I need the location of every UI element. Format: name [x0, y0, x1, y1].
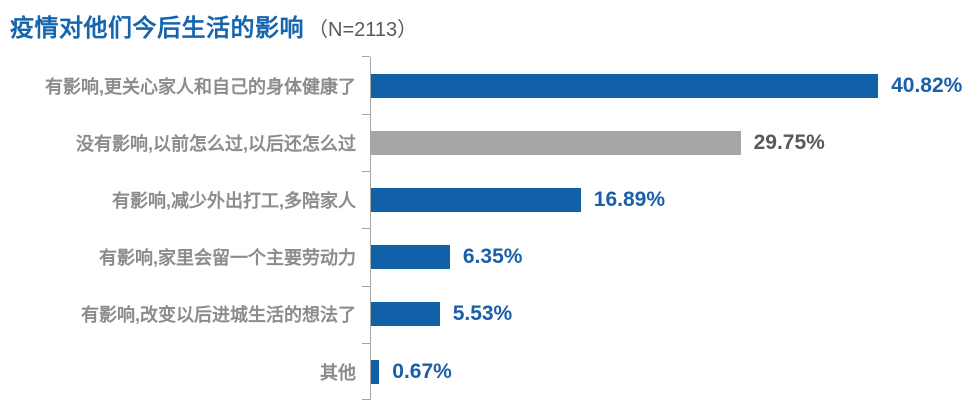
category-label: 没有影响,以前怎么过,以后还怎么过: [75, 133, 356, 154]
plot-area: 有影响,更关心家人和自己的身体健康了 40.82% 没有影响,以前怎么过,以后还…: [0, 56, 977, 401]
bar-value-label: 5.53%: [452, 302, 513, 326]
axis-tick: [362, 286, 370, 287]
bar: [371, 359, 380, 384]
bar-value-label: 16.89%: [593, 187, 666, 211]
bar-value-label: 0.67%: [392, 359, 452, 383]
category-label: 有影响,更关心家人和自己的身体健康了: [45, 76, 356, 97]
bar-row: 其他 0.67%: [0, 343, 977, 400]
bar-row: 有影响,减少外出打工,多陪家人 16.89%: [0, 171, 977, 228]
bar: [371, 187, 581, 212]
bar-value-label: 40.82%: [891, 73, 963, 97]
bar-row: 有影响,改变以后进城生活的想法了 5.53%: [0, 286, 977, 343]
category-label: 其他: [320, 362, 356, 383]
axis-tick: [362, 56, 370, 57]
axis-tick: [362, 343, 370, 344]
category-label: 有影响,减少外出打工,多陪家人: [111, 190, 356, 211]
bar-value-label: 29.75%: [753, 130, 825, 154]
bar-row: 有影响,家里会留一个主要劳动力 6.35%: [0, 229, 977, 286]
axis-tick: [362, 114, 370, 115]
bar: [371, 245, 450, 270]
bar-value-label: 6.35%: [462, 245, 523, 269]
category-label: 有影响,改变以后进城生活的想法了: [81, 305, 356, 326]
bar-row: 有影响,更关心家人和自己的身体健康了 40.82%: [0, 57, 977, 114]
axis-tick: [362, 171, 370, 172]
category-label: 有影响,家里会留一个主要劳动力: [99, 248, 356, 269]
bar: [371, 73, 879, 98]
chart-header: 疫情对他们今后生活的影响 （N=2113）: [10, 8, 417, 43]
y-axis-line: [370, 57, 371, 400]
bar: [371, 130, 741, 155]
sample-size-label: （N=2113）: [308, 19, 418, 41]
chart-title: 疫情对他们今后生活的影响: [10, 15, 304, 42]
bar-row: 没有影响,以前怎么过,以后还怎么过 29.75%: [0, 114, 977, 171]
axis-tick: [362, 228, 370, 229]
bar: [371, 302, 440, 327]
axis-tick: [362, 399, 370, 400]
